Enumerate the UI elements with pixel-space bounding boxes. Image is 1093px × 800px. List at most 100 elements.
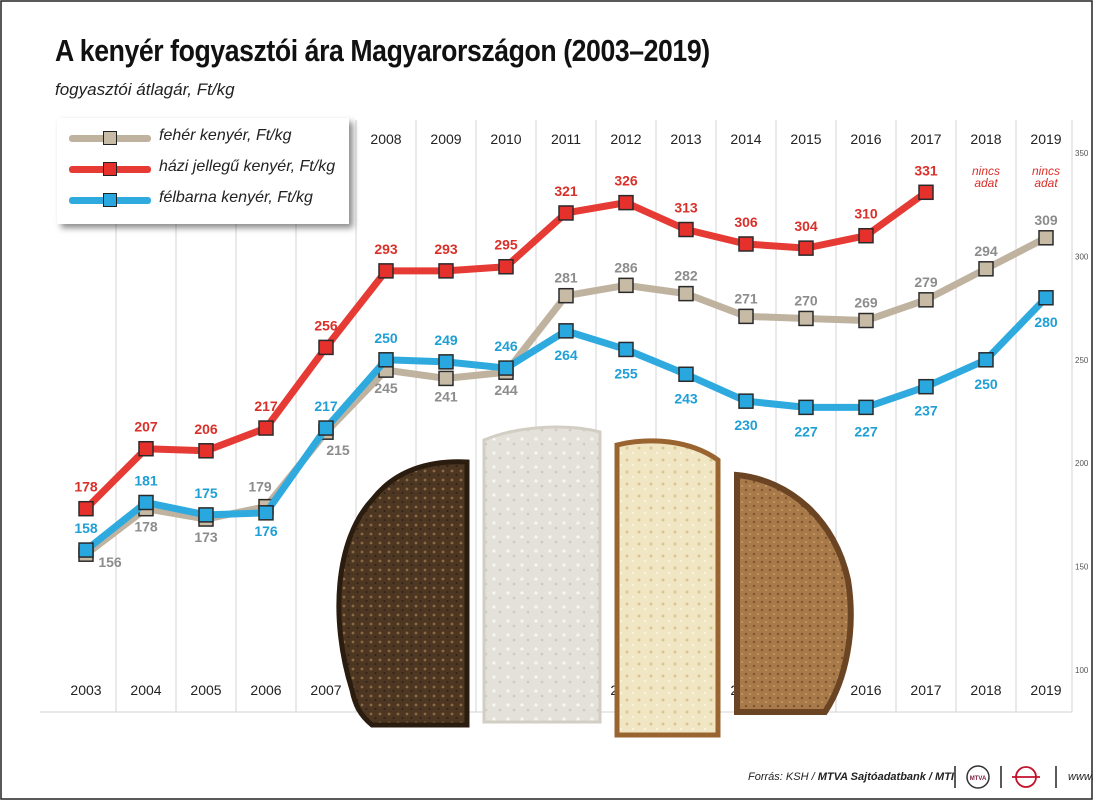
legend-label: házi jellegű kenyér, Ft/kg [159, 158, 336, 175]
series-marker [618, 277, 634, 294]
x-tick-label-bottom: 2018 [970, 682, 1001, 698]
data-label: 158 [74, 520, 98, 536]
x-tick-label-top: 2010 [490, 131, 521, 147]
x-tick-label-top: 2018 [970, 131, 1001, 147]
data-label: 281 [554, 270, 578, 286]
x-tick-label-top: 2013 [670, 131, 701, 147]
y-tick-label: 150 [1075, 563, 1089, 572]
series-marker [438, 354, 454, 370]
data-label: 250 [974, 376, 998, 392]
legend-marker [103, 162, 117, 176]
y-tick-label: 350 [1075, 149, 1089, 158]
data-label: 279 [914, 274, 938, 290]
y-tick-label: 100 [1075, 666, 1089, 675]
series-marker [558, 323, 574, 339]
x-tick-label-bottom: 2016 [850, 682, 881, 698]
data-label: 244 [494, 382, 518, 398]
data-label: 173 [194, 529, 218, 545]
series-marker [438, 370, 454, 387]
data-label: 175 [194, 485, 218, 501]
legend-item: házi jellegű kenyér, Ft/kg [69, 157, 349, 183]
dark-rye-slice [336, 459, 470, 728]
x-tick-label-top: 2016 [850, 131, 881, 147]
legend-item: félbarna kenyér, Ft/kg [69, 188, 349, 214]
y-axis: 100 150 200 250 300 350 [1075, 149, 1089, 675]
x-tick-label-bottom: 2019 [1030, 682, 1061, 698]
data-labels: 156 178 173 179 215 245 241 244 281 286 282 271 270 2… [74, 162, 1058, 570]
series-marker [978, 352, 994, 368]
no-data-label: nincs [972, 164, 1000, 178]
series-marker [198, 507, 214, 523]
series-marker [138, 440, 154, 457]
data-label: 156 [98, 554, 122, 570]
bread-slices-image [336, 425, 854, 738]
chart-subtitle: fogyasztói átlagár, Ft/kg [55, 80, 235, 99]
series-marker [258, 505, 274, 521]
series-marker [738, 308, 754, 325]
x-tick-label-top: 2012 [610, 131, 641, 147]
series-marker [798, 310, 814, 327]
series-marker [78, 542, 94, 558]
series-marker [1038, 290, 1054, 306]
data-label: 271 [734, 290, 758, 306]
data-label: 176 [254, 523, 278, 539]
white-bread-slice [482, 425, 602, 724]
series-marker [798, 399, 814, 416]
no-data-label: nincs [1032, 164, 1060, 178]
data-label: 295 [494, 237, 518, 253]
data-label: 245 [374, 380, 398, 396]
data-label: 250 [374, 330, 398, 346]
x-tick-label-top: 2017 [910, 131, 941, 147]
data-label: 310 [854, 206, 878, 222]
data-label: 206 [194, 421, 218, 437]
data-label: 217 [254, 398, 278, 414]
data-label: 313 [674, 200, 698, 216]
legend-label: félbarna kenyér, Ft/kg [159, 189, 313, 206]
series-marker [138, 494, 154, 511]
series-marker [378, 352, 394, 368]
brown-bread-slice [734, 471, 854, 715]
data-label: 321 [554, 183, 578, 199]
data-label: 178 [74, 479, 98, 495]
data-label: 217 [314, 398, 338, 414]
data-label: 306 [734, 214, 758, 230]
series-marker [498, 360, 514, 376]
x-tick-label-top: 2011 [551, 131, 581, 147]
data-label: 227 [794, 423, 818, 439]
data-label: 304 [794, 218, 818, 234]
data-label: 293 [434, 241, 458, 257]
data-label: 256 [314, 317, 338, 333]
series-marker [798, 240, 814, 256]
series-marker [318, 420, 334, 436]
series-marker [318, 339, 334, 356]
series-marker [858, 399, 874, 416]
no-data-label: adat [974, 176, 998, 190]
series-marker [978, 261, 994, 277]
series-marker [618, 341, 634, 358]
x-tick-label-bottom: 2005 [190, 682, 221, 698]
series-marker [678, 366, 694, 383]
series-marker [918, 184, 934, 201]
legend-marker [103, 193, 117, 207]
x-tick-label-bottom: 2004 [130, 682, 161, 698]
mti-logo-icon [1012, 766, 1057, 788]
x-tick-label-top: 2019 [1030, 131, 1061, 147]
legend-marker [103, 131, 117, 145]
series-marker [378, 263, 394, 279]
data-label: 326 [614, 173, 638, 189]
legend-label: fehér kenyér, Ft/kg [159, 127, 292, 144]
website-url: www. [1068, 771, 1093, 783]
y-tick-label: 300 [1075, 252, 1089, 261]
data-label: 227 [854, 423, 878, 439]
x-tick-label-top: 2008 [370, 131, 401, 147]
x-tick-label-top: 2009 [430, 131, 461, 147]
data-label: 181 [134, 472, 158, 488]
data-label: 269 [854, 295, 878, 311]
data-label: 270 [794, 292, 818, 308]
chart-title: A kenyér fogyasztói ára Magyarországon (… [55, 33, 710, 68]
data-label: 243 [674, 390, 698, 406]
cream-bread-slice [614, 438, 721, 738]
series-marker [498, 258, 514, 275]
data-label: 331 [914, 162, 938, 178]
